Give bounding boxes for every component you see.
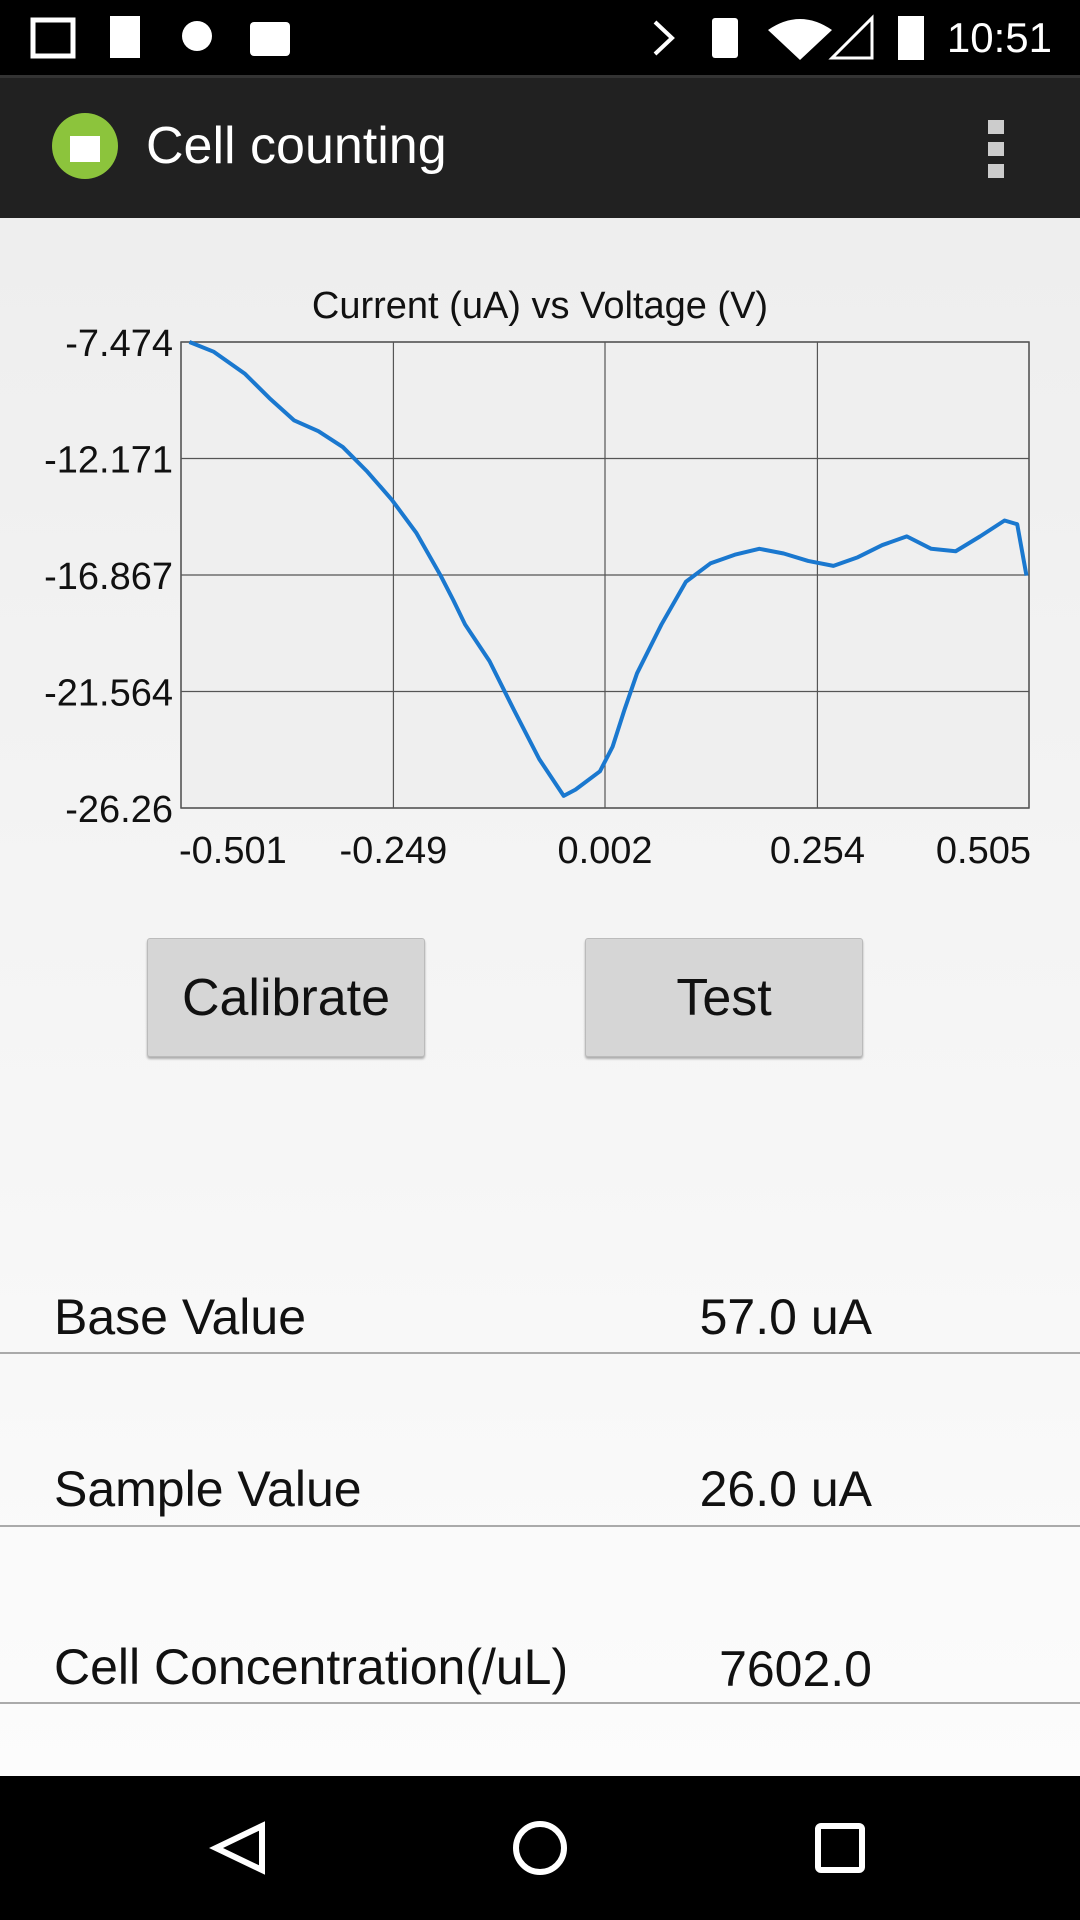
row-label: Base Value — [54, 1289, 307, 1345]
calibrate-button[interactable]: Calibrate — [147, 938, 425, 1057]
app-bar-graphics: Cell counting — [52, 113, 1004, 179]
bluetooth-icon — [653, 20, 675, 56]
back-button[interactable] — [209, 1821, 265, 1875]
divider — [0, 1702, 1080, 1704]
x-tick-label: 0.505 — [936, 830, 1031, 872]
download-icon — [110, 16, 140, 58]
chart-title: Current (uA) vs Voltage (V) — [312, 285, 768, 327]
row-label: Sample Value — [54, 1461, 362, 1517]
work-icon — [250, 22, 290, 56]
x-tick-label: -0.249 — [340, 830, 448, 872]
status-bar: 10:51 — [0, 0, 1080, 75]
clock: 10:51 — [947, 14, 1052, 61]
signal-icon — [828, 14, 874, 60]
y-tick-label: -7.474 — [65, 323, 173, 365]
battery-icon — [898, 16, 924, 60]
android-icon — [182, 21, 212, 51]
app-title: Cell counting — [146, 117, 447, 175]
menu-dot[interactable] — [988, 120, 1004, 134]
menu-dot[interactable] — [988, 142, 1004, 156]
x-tick-label: 0.002 — [557, 830, 652, 872]
menu-dot[interactable] — [988, 164, 1004, 178]
home-button[interactable] — [513, 1821, 567, 1875]
row-value: 26.0 uA — [699, 1461, 872, 1517]
x-tick-label: -0.501 — [179, 830, 287, 872]
y-tick-label: -16.867 — [44, 556, 173, 598]
divider — [0, 1352, 1080, 1354]
y-tick-label: -26.26 — [65, 789, 173, 831]
app-icon-cube — [70, 136, 100, 162]
gmail-icon — [30, 17, 76, 59]
app-bar: Cell counting — [0, 75, 1080, 218]
x-tick-label: 0.254 — [770, 830, 865, 872]
row-value: 7602.0 — [719, 1641, 872, 1697]
wifi-icon — [768, 19, 832, 60]
test-button[interactable]: Test — [585, 938, 863, 1057]
data-line — [188, 340, 1029, 798]
row-value: 57.0 uA — [699, 1289, 872, 1345]
nav-bar — [0, 1776, 1080, 1920]
chart: Current (uA) vs Voltage (V) -7.474 -12.17… — [44, 285, 1031, 872]
recents-button[interactable] — [815, 1823, 865, 1873]
status-icons: 10:51 — [30, 14, 1052, 61]
nav-icons — [209, 1821, 865, 1875]
y-tick-label: -12.171 — [44, 440, 173, 482]
y-tick-label: -21.564 — [44, 673, 173, 715]
divider — [0, 1525, 1080, 1527]
vibrate-icon — [712, 18, 738, 58]
row-label: Cell Concentration(/uL) — [54, 1639, 569, 1695]
